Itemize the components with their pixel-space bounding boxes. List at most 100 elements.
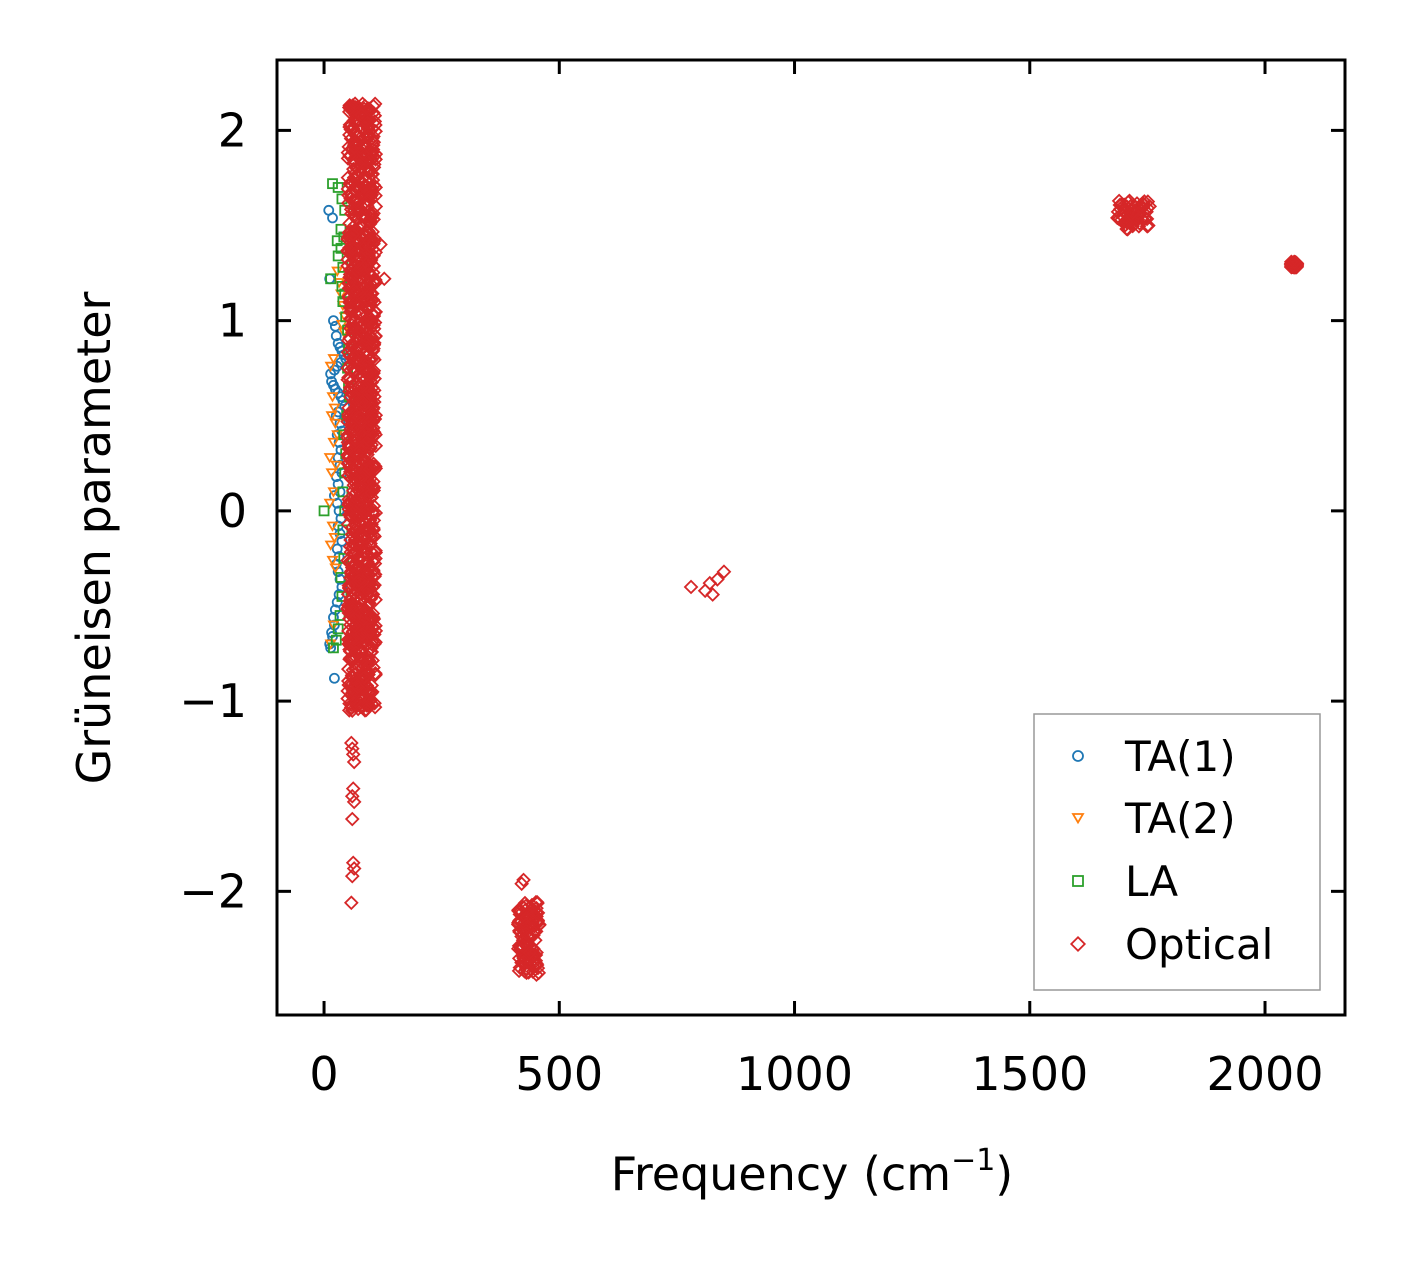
optical-point <box>344 651 360 666</box>
optical-point <box>349 332 364 348</box>
optical-point <box>352 510 368 526</box>
optical-point <box>341 578 357 593</box>
legend-label: TA(1) <box>1124 732 1236 781</box>
optical-point <box>342 148 358 164</box>
optical-point <box>357 316 372 332</box>
x-axis-label: Frequency (cm−1) <box>611 1143 1014 1201</box>
optical-point <box>347 618 362 633</box>
ta-2-point <box>326 392 339 403</box>
series-optical <box>340 96 1305 983</box>
y-axis-label: Grüneisen parameter <box>67 291 121 784</box>
optical-point <box>525 905 541 921</box>
optical-point <box>351 410 367 425</box>
optical-point <box>348 462 363 477</box>
optical-point <box>376 271 392 287</box>
optical-point <box>353 165 369 181</box>
ta-2-point <box>326 521 339 532</box>
optical-point <box>345 241 360 257</box>
optical-point <box>368 551 383 566</box>
optical-point <box>367 294 382 310</box>
optical-point <box>348 645 364 660</box>
optical-point <box>343 895 359 911</box>
ta-2-point <box>325 411 338 422</box>
ta-2-point <box>325 468 338 479</box>
optical-point <box>368 592 383 608</box>
optical-point <box>516 872 531 888</box>
optical-point <box>1112 197 1128 213</box>
optical-point <box>356 653 371 669</box>
optical-point <box>362 624 378 640</box>
optical-point <box>366 149 382 164</box>
optical-point <box>344 385 360 401</box>
optical-point <box>357 514 373 530</box>
optical-point <box>343 493 358 509</box>
optical-point <box>348 390 364 406</box>
optical-point <box>347 693 363 709</box>
optical-point <box>349 193 364 208</box>
optical-point <box>347 96 363 112</box>
optical-point <box>1119 214 1134 230</box>
optical-point <box>348 116 363 132</box>
ta-2-point <box>323 453 336 464</box>
la-point <box>328 642 339 654</box>
optical-point <box>1140 218 1155 234</box>
optical-point <box>344 269 359 285</box>
ta-2-point <box>327 354 340 365</box>
optical-point <box>361 432 377 448</box>
optical-point <box>353 140 368 155</box>
optical-point <box>349 545 364 560</box>
optical-point <box>358 343 373 359</box>
optical-point <box>1124 216 1140 232</box>
optical-point <box>344 868 360 884</box>
optical-point <box>361 584 377 599</box>
y-tick-label: −1 <box>179 674 247 728</box>
legend-marker-la <box>1072 875 1084 887</box>
optical-point <box>342 127 357 143</box>
optical-point <box>352 221 368 237</box>
optical-point <box>360 251 376 267</box>
optical-point <box>340 181 356 197</box>
ta-1-point <box>331 543 343 555</box>
optical-point <box>350 254 365 270</box>
optical-point <box>360 488 375 504</box>
optical-point <box>368 199 384 214</box>
optical-point <box>365 564 381 579</box>
optical-point <box>355 666 371 682</box>
optical-point <box>1136 197 1152 213</box>
optical-point <box>524 897 540 913</box>
optical-point <box>347 586 362 602</box>
optical-point <box>351 572 367 588</box>
ta-2-point <box>328 533 341 544</box>
x-axis-label-main: Frequency (cm <box>611 1147 951 1201</box>
ta-2-point <box>330 460 343 472</box>
optical-point <box>344 741 360 757</box>
optical-point <box>345 227 361 242</box>
optical-point <box>360 409 376 424</box>
optical-point <box>1283 254 1299 270</box>
optical-point <box>1287 255 1302 270</box>
y-tick-label: 2 <box>218 103 247 157</box>
optical-point <box>366 520 381 536</box>
optical-point <box>363 383 379 399</box>
optical-point <box>345 747 361 762</box>
legend-label: LA <box>1125 857 1178 906</box>
y-tick-label: 1 <box>218 294 247 348</box>
optical-point <box>346 283 362 299</box>
ta-2-point <box>324 361 337 373</box>
optical-point <box>373 237 388 252</box>
ta-2-point <box>323 498 336 510</box>
optical-point <box>1125 205 1141 221</box>
optical-point <box>351 395 367 411</box>
optical-point <box>342 599 358 615</box>
optical-point <box>368 407 384 423</box>
optical-point <box>518 917 534 932</box>
optical-point <box>348 676 363 691</box>
ta-2-point <box>327 620 340 631</box>
optical-point <box>364 406 380 422</box>
x-tick-label: 0 <box>309 1047 338 1101</box>
optical-point <box>344 681 360 696</box>
optical-point <box>345 631 360 647</box>
optical-point <box>521 965 536 980</box>
optical-point <box>356 178 372 194</box>
